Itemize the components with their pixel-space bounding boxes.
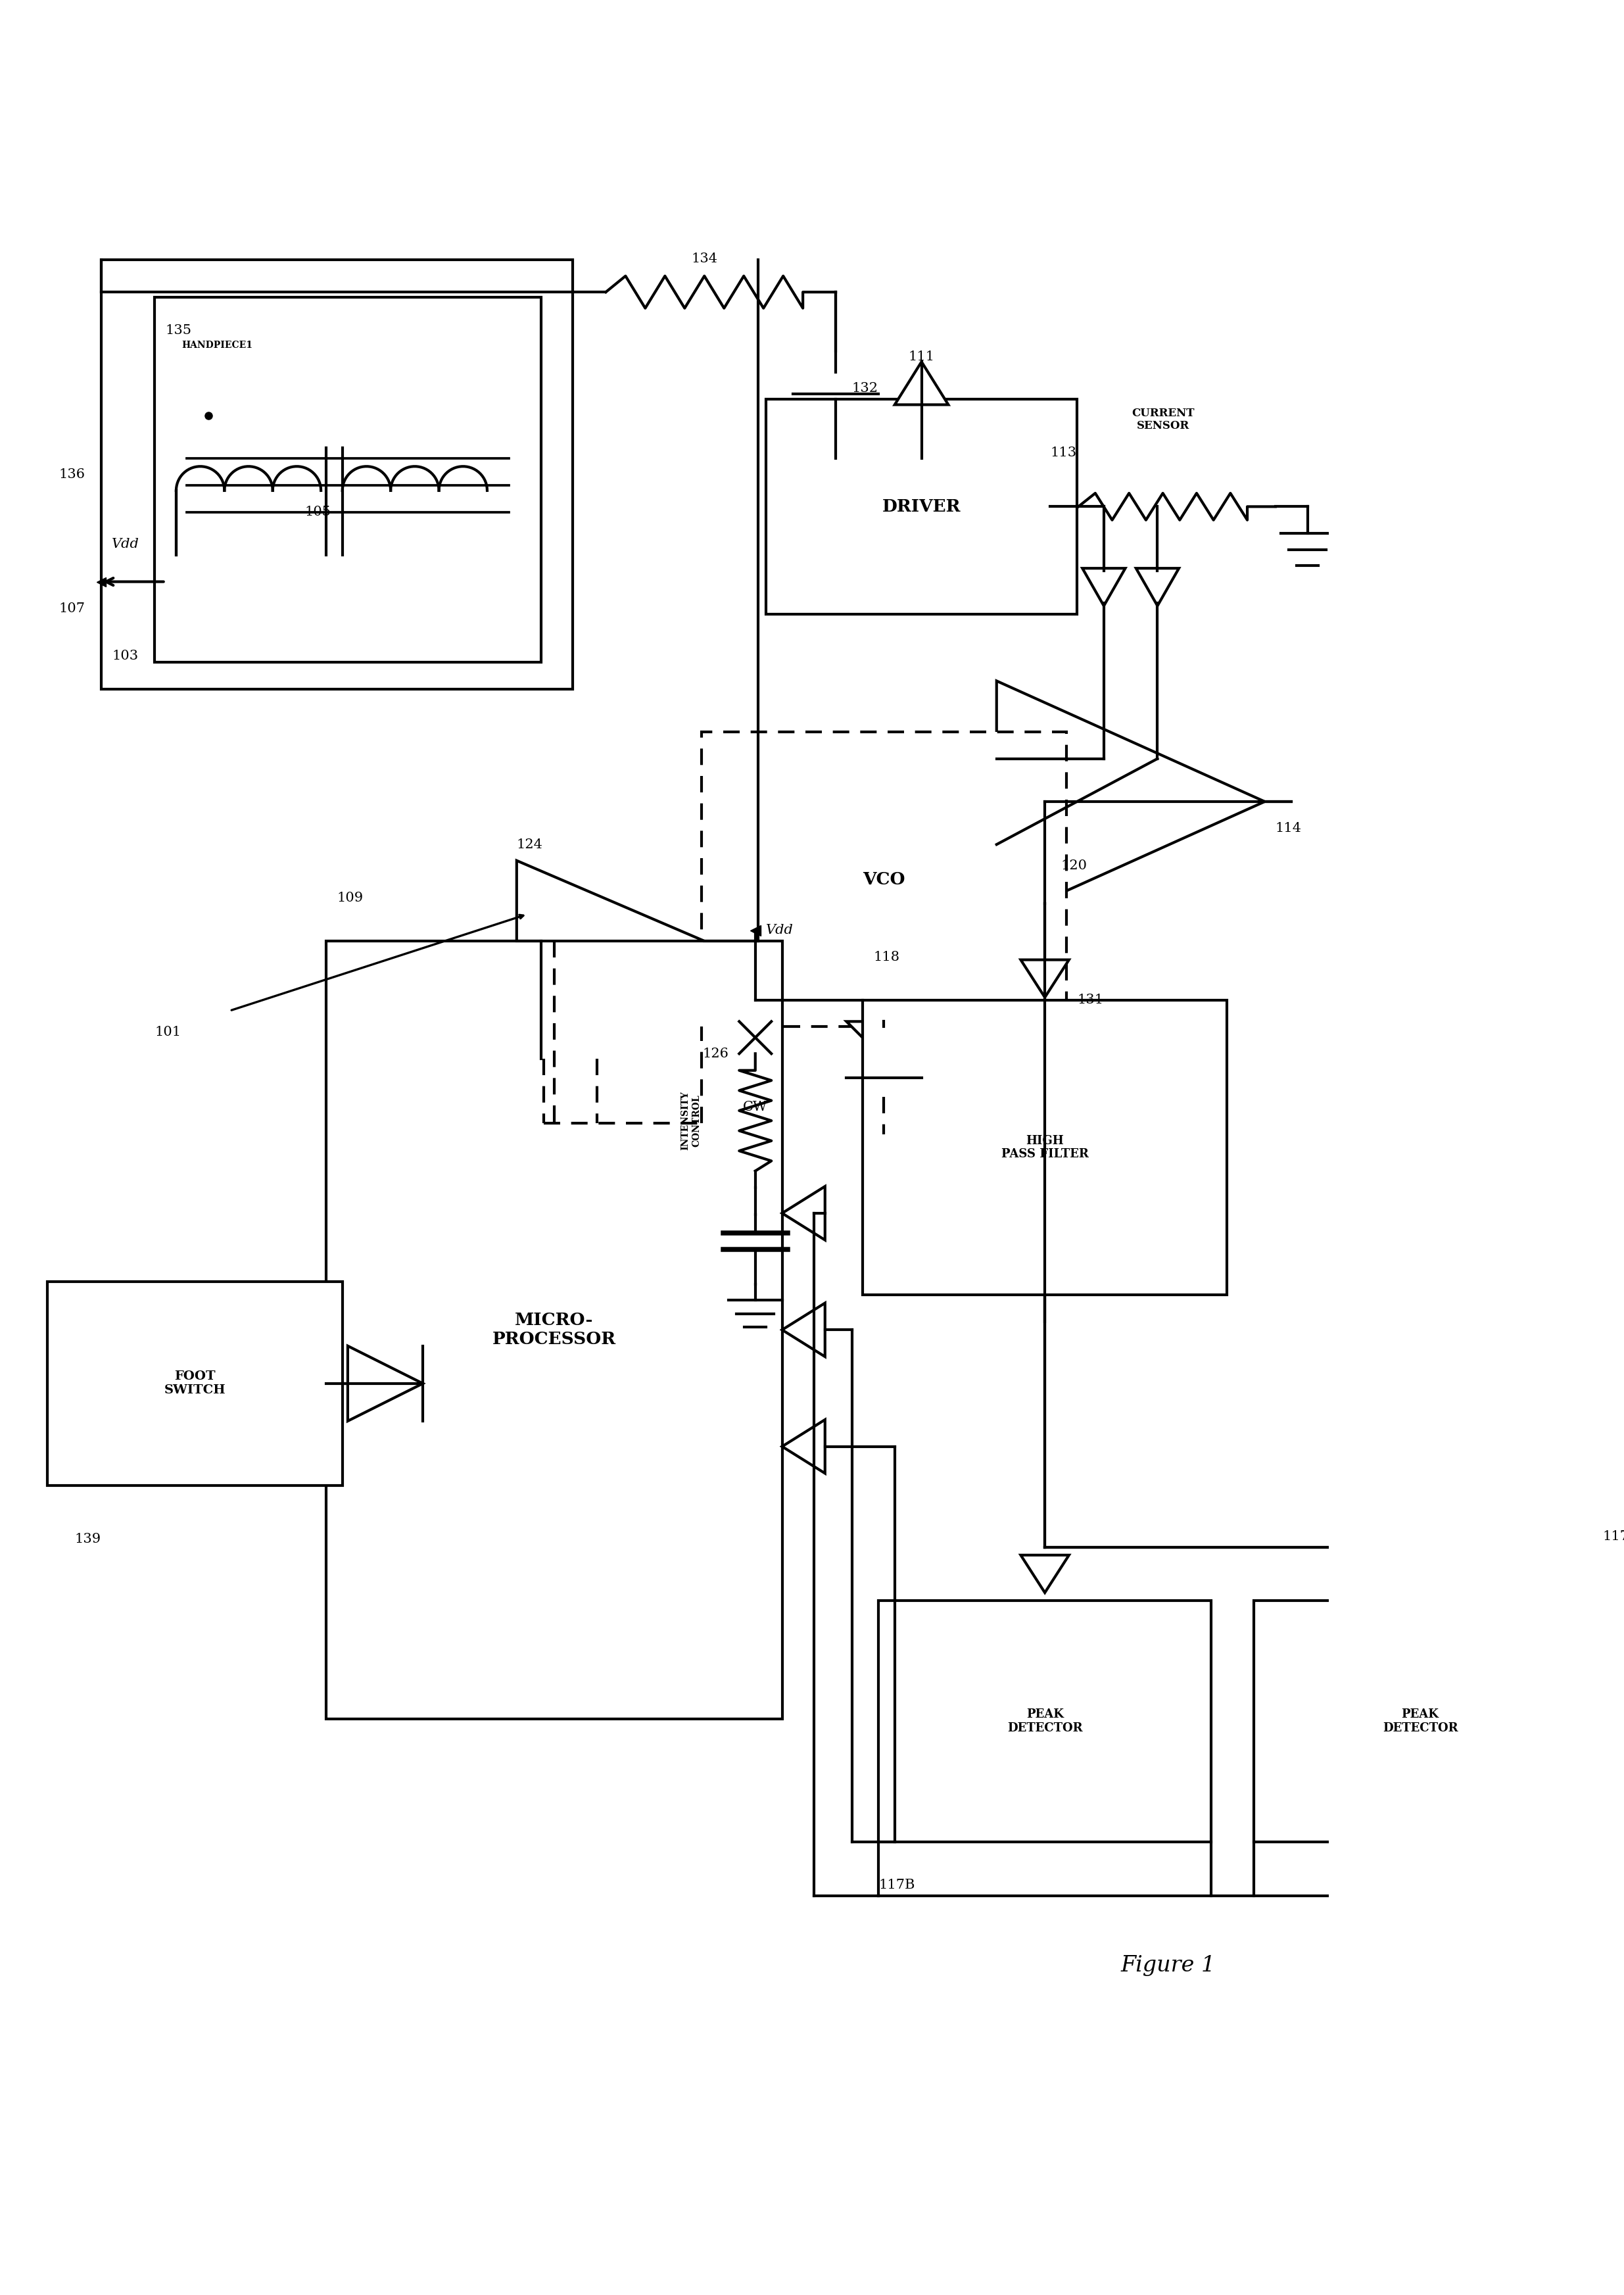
Text: 139: 139 xyxy=(75,1533,101,1545)
Text: Vdd: Vdd xyxy=(767,925,794,936)
Bar xyxy=(879,1600,1212,1843)
Text: 131: 131 xyxy=(1077,994,1103,1005)
Text: 117A: 117A xyxy=(1603,1531,1624,1542)
Polygon shape xyxy=(1082,569,1125,606)
Text: MICRO-
PROCESSOR: MICRO- PROCESSOR xyxy=(492,1313,615,1347)
Text: CURRENT
SENSOR: CURRENT SENSOR xyxy=(1132,409,1194,431)
Text: 136: 136 xyxy=(58,468,84,480)
Polygon shape xyxy=(525,1026,562,1058)
Text: 111: 111 xyxy=(908,351,935,363)
Text: 103: 103 xyxy=(112,649,138,663)
Bar xyxy=(101,259,573,688)
Text: VCO: VCO xyxy=(862,872,905,888)
Text: PEAK
DETECTOR: PEAK DETECTOR xyxy=(1007,1707,1083,1735)
Polygon shape xyxy=(578,1026,615,1058)
Polygon shape xyxy=(1137,569,1179,606)
Polygon shape xyxy=(348,1345,422,1421)
Text: 107: 107 xyxy=(58,601,84,615)
Bar xyxy=(702,732,1067,1026)
Polygon shape xyxy=(783,1304,825,1356)
Bar xyxy=(767,399,1077,613)
Text: HANDPIECE1: HANDPIECE1 xyxy=(182,340,252,349)
Text: 105: 105 xyxy=(305,505,331,519)
Text: 101: 101 xyxy=(154,1026,182,1037)
Polygon shape xyxy=(846,1021,921,1058)
Polygon shape xyxy=(895,363,948,404)
Polygon shape xyxy=(1021,1556,1069,1593)
Text: INTENSITY
CONTROL: INTENSITY CONTROL xyxy=(680,1090,702,1150)
Text: Vdd: Vdd xyxy=(112,537,140,551)
Bar xyxy=(1254,1600,1587,1843)
Text: CW: CW xyxy=(744,1102,768,1113)
Bar xyxy=(326,941,783,1719)
Text: PEAK
DETECTOR: PEAK DETECTOR xyxy=(1382,1707,1458,1735)
Text: FOOT
SWITCH: FOOT SWITCH xyxy=(164,1370,226,1395)
Text: 120: 120 xyxy=(1060,861,1086,872)
Text: 134: 134 xyxy=(692,252,718,266)
Text: 113: 113 xyxy=(1051,448,1077,459)
Text: 124: 124 xyxy=(516,838,542,851)
Polygon shape xyxy=(1397,1556,1444,1593)
Bar xyxy=(154,298,541,663)
Text: 132: 132 xyxy=(853,383,879,395)
Text: 135: 135 xyxy=(166,324,192,337)
Polygon shape xyxy=(783,1187,825,1239)
Text: 109: 109 xyxy=(338,893,364,904)
Text: 126: 126 xyxy=(702,1047,729,1060)
Polygon shape xyxy=(516,861,705,1021)
Bar xyxy=(47,1281,343,1485)
Text: Figure 1: Figure 1 xyxy=(1121,1955,1216,1976)
Bar xyxy=(862,1001,1228,1294)
Text: 114: 114 xyxy=(1275,822,1302,835)
Polygon shape xyxy=(783,1421,825,1473)
Polygon shape xyxy=(997,682,1265,923)
Text: 118: 118 xyxy=(874,950,900,964)
Text: DRIVER: DRIVER xyxy=(882,498,961,514)
Text: HIGH
PASS FILTER: HIGH PASS FILTER xyxy=(1000,1134,1088,1161)
Text: 117B: 117B xyxy=(879,1880,914,1891)
Polygon shape xyxy=(793,415,879,459)
Polygon shape xyxy=(1021,959,1069,998)
